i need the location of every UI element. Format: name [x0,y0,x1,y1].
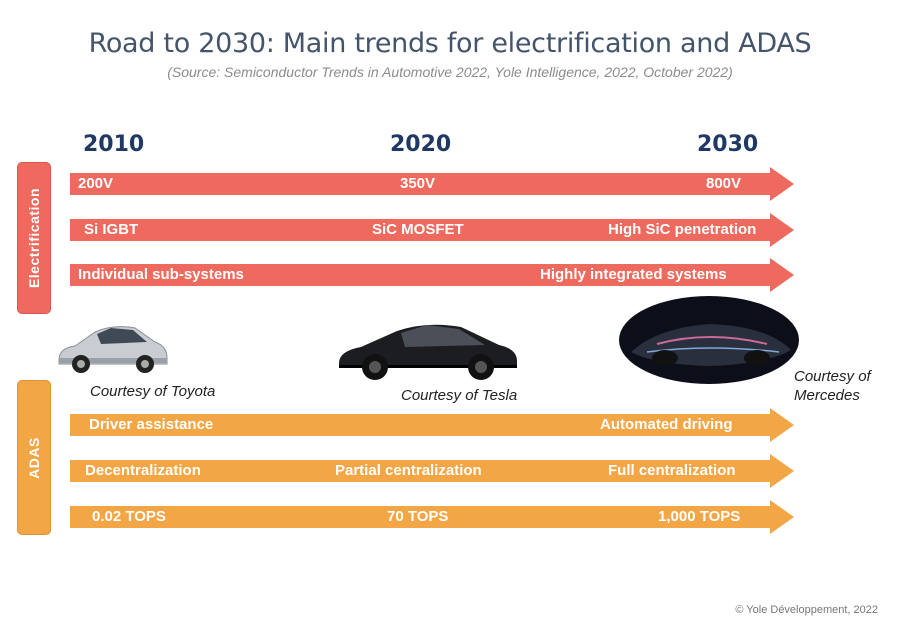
caption-tesla: Courtesy of Tesla [401,387,518,404]
arrow-label-end: High SiC penetration [608,221,757,238]
arrow-label-mid: Partial centralization [335,462,482,479]
arrow-label-mid: 70 TOPS [387,508,449,525]
arrow-shape [70,167,794,201]
year-2010: 2010 [83,132,145,157]
arrow-shape [70,408,794,442]
mercedes-avtr-image [619,296,799,384]
arrow-label-start: Driver assistance [89,416,214,433]
arrow-label-start: 200V [78,175,114,192]
caption-toyota: Courtesy of Toyota [90,383,216,400]
arrow-label-start: Si IGBT [84,221,139,238]
electrification-section-label: Electrification [17,162,51,314]
year-2030: 2030 [697,132,759,157]
adas-section-label: ADAS [17,380,51,535]
arrow-label-end: Automated driving [600,416,733,433]
arrow-label-start: Individual sub-systems [78,266,244,283]
tesla-model3-image [339,324,517,380]
arrow-label-end: Highly integrated systems [540,266,727,283]
electrification-arrow-integration: Individual sub-systems Highly integrated… [70,258,794,292]
arrow-shape [70,213,794,247]
adas-arrow-compute: 0.02 TOPS 70 TOPS 1,000 TOPS [70,500,794,534]
arrow-label-end: Full centralization [608,462,736,479]
arrow-shape [70,258,794,292]
electrification-arrow-semiconductor: Si IGBT SiC MOSFET High SiC penetration [70,213,794,247]
arrow-shape [70,500,794,534]
year-2020: 2020 [390,132,452,157]
arrow-shape [70,454,794,488]
adas-arrow-automation: Driver assistance Automated driving [70,408,794,442]
adas-arrow-architecture: Decentralization Partial centralization … [70,454,794,488]
arrow-label-mid: SiC MOSFET [372,221,464,238]
arrow-label-end: 1,000 TOPS [658,508,741,525]
page-title: Road to 2030: Main trends for electrific… [88,28,812,59]
copyright-notice: © Yole Développement, 2022 [735,604,878,616]
caption-mercedes-line1: Courtesy of [794,368,871,385]
electrification-arrow-voltage: 200V 350V 800V [70,167,794,201]
arrow-label-start: 0.02 TOPS [92,508,166,525]
arrow-label-mid: 350V [400,175,436,192]
page-subtitle: (Source: Semiconductor Trends in Automot… [167,64,733,80]
caption-mercedes-line2: Mercedes [794,387,860,404]
toyota-prius-image [58,326,168,373]
arrow-label-start: Decentralization [85,462,201,479]
arrow-label-end: 800V [706,175,742,192]
